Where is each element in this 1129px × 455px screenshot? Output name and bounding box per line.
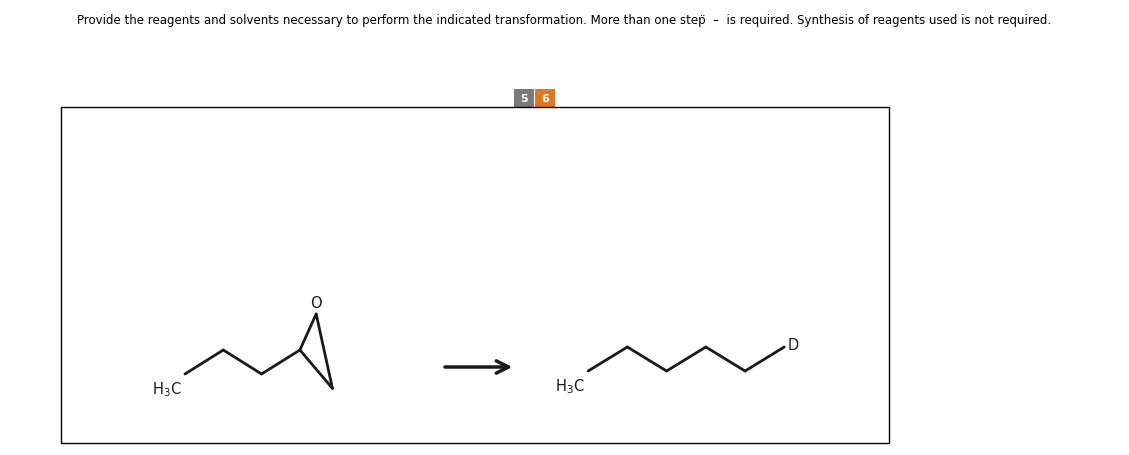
Text: 6: 6 xyxy=(541,94,549,104)
Text: 5: 5 xyxy=(520,94,528,104)
Text: D: D xyxy=(788,338,799,353)
Text: O: O xyxy=(310,295,322,310)
Bar xyxy=(61,108,890,443)
Text: H$_3$C: H$_3$C xyxy=(151,379,182,398)
Text: Provide the reagents and solvents necessary to perform the indicated transformat: Provide the reagents and solvents necess… xyxy=(78,14,1051,27)
Text: H$_3$C: H$_3$C xyxy=(554,376,585,395)
Bar xyxy=(515,90,534,108)
Bar xyxy=(535,90,555,108)
